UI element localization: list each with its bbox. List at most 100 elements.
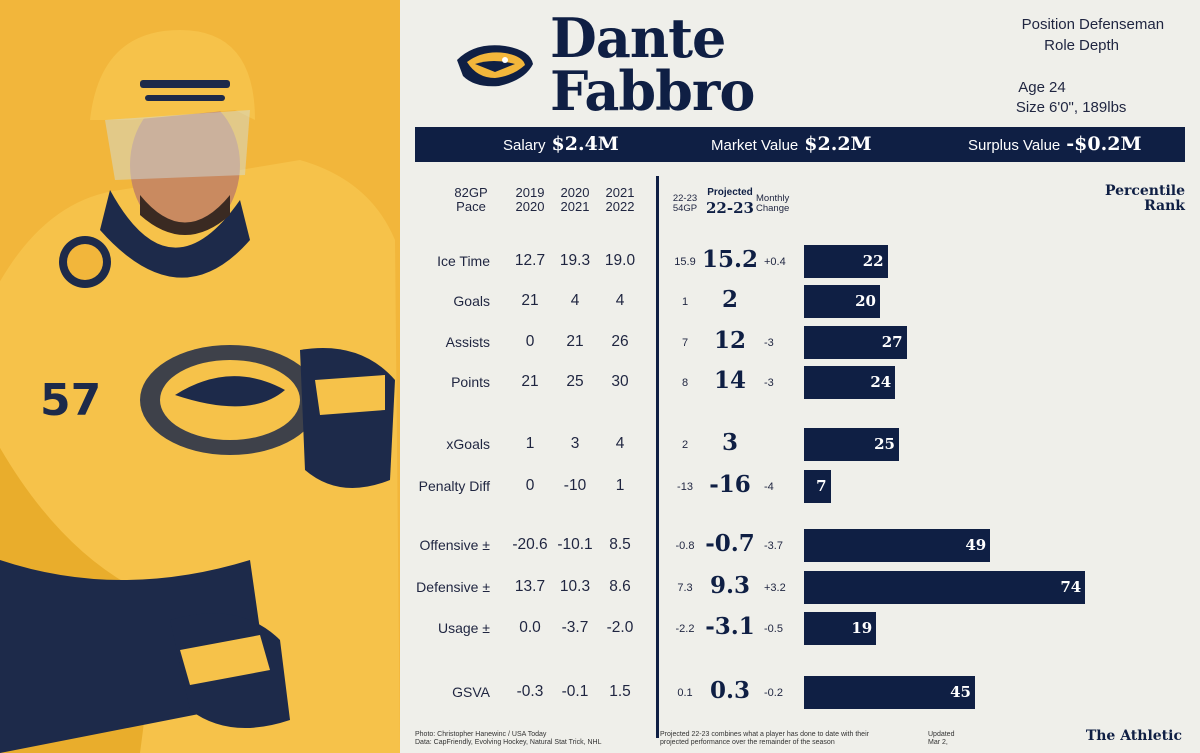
salary: Salary $2.4M — [503, 127, 619, 162]
size-value: 6'0", 189lbs — [1049, 99, 1127, 116]
stat-projected: 0.3 — [709, 677, 750, 704]
percentile-bar: 20 — [804, 285, 880, 318]
stat-2020-2021: 19.3 — [559, 252, 591, 269]
stat-monthly-change: -3 — [764, 377, 774, 389]
header-pace-l2: Pace — [456, 199, 486, 214]
stat-current-54gp: -0.8 — [675, 540, 695, 552]
stat-monthly-change: -4 — [764, 481, 774, 493]
percentile-value: 22 — [862, 252, 884, 270]
age-line: Age 24 — [970, 79, 1065, 96]
header-season-3: 2021 2022 — [598, 186, 642, 214]
stat-2019-2020: 0 — [525, 333, 535, 350]
projection-note-l1: Projected 22-23 combines what a player h… — [660, 731, 869, 738]
age-label: Age — [1018, 79, 1045, 96]
percentile-bar: 25 — [804, 428, 899, 461]
player-first-name: Dante — [550, 6, 726, 70]
header-s2-l1: 2020 — [560, 185, 590, 200]
stat-2020-2021: 21 — [566, 333, 584, 350]
stat-2021-2022: 1 — [615, 477, 625, 494]
percentile-bar: 27 — [804, 326, 907, 359]
header-s1-l1: 2019 — [515, 185, 545, 200]
header-projected: Projected 22-23 — [700, 186, 760, 216]
stat-2021-2022: 26 — [611, 333, 629, 350]
percentile-value: 20 — [855, 292, 876, 310]
row-label: Ice Time — [437, 253, 490, 269]
stat-2020-2021: -0.1 — [561, 683, 589, 700]
updated: Updated Mar 2, — [928, 731, 954, 747]
stat-current-54gp: 7 — [681, 337, 689, 349]
role-label: Role — [1044, 37, 1075, 54]
header-pct-l2: Rank — [1144, 198, 1185, 214]
row-label: GSVA — [452, 684, 490, 700]
header-s3-l1: 2021 — [605, 185, 635, 200]
stat-2021-2022: 4 — [615, 292, 625, 309]
stat-2020-2021: 3 — [570, 435, 580, 452]
market-value-amount: $2.2M — [804, 133, 872, 155]
row-label: Defensive ± — [416, 579, 490, 595]
row-label: xGoals — [446, 436, 490, 452]
stat-projected: 2 — [721, 286, 738, 313]
stat-current-54gp: 15.9 — [674, 256, 696, 268]
percentile-value: 27 — [881, 333, 903, 351]
stat-2019-2020: 12.7 — [514, 252, 546, 269]
percentile-value: 45 — [950, 683, 971, 701]
stat-current-54gp: 0.1 — [677, 687, 693, 699]
stat-2019-2020: -0.3 — [516, 683, 544, 700]
size-label: Size — [1015, 99, 1045, 116]
percentile-bar: 45 — [804, 676, 975, 709]
surplus-value: Surplus Value -$0.2M — [968, 127, 1141, 162]
stat-2021-2022: 8.6 — [609, 578, 631, 595]
stat-2019-2020: -20.6 — [512, 536, 548, 553]
header-season-1: 2019 2020 — [508, 186, 552, 214]
percentile-value: 49 — [965, 536, 987, 554]
header-s1-l2: 2020 — [515, 199, 545, 214]
header-cur-l1: 22-23 — [672, 193, 698, 204]
stat-projected: -0.7 — [705, 530, 755, 557]
stat-monthly-change: -3.7 — [764, 540, 783, 552]
stat-2019-2020: 0.0 — [519, 619, 541, 636]
salary-label: Salary — [503, 137, 546, 154]
stat-2019-2020: 1 — [525, 435, 535, 452]
stat-2019-2020: 21 — [521, 373, 539, 390]
stat-2020-2021: -10.1 — [557, 536, 593, 553]
stat-2021-2022: 19.0 — [604, 252, 636, 269]
stat-2020-2021: -10 — [563, 477, 587, 494]
row-label: Goals — [453, 293, 490, 309]
header-proj-l2: 22-23 — [706, 199, 754, 217]
stat-2019-2020: 0 — [525, 477, 535, 494]
row-label: Assists — [445, 334, 490, 350]
market-value: Market Value $2.2M — [711, 127, 872, 162]
percentile-value: 19 — [851, 619, 873, 637]
stat-current-54gp: -13 — [677, 481, 693, 493]
projection-note: Projected 22-23 combines what a player h… — [660, 731, 869, 747]
size-line: Size 6'0", 189lbs — [970, 99, 1127, 116]
percentile-bar: 19 — [804, 612, 877, 645]
stat-2021-2022: 30 — [611, 373, 629, 390]
stat-2020-2021: 25 — [566, 373, 584, 390]
percentile-bar: 49 — [804, 529, 991, 562]
percentile-bar: 74 — [804, 571, 1086, 604]
stat-projected: -16 — [709, 471, 751, 498]
stat-projected: -3.1 — [705, 613, 755, 640]
stat-2020-2021: 10.3 — [559, 578, 591, 595]
percentile-bar: 24 — [804, 366, 896, 399]
row-label: Penalty Diff — [418, 478, 490, 494]
market-label: Market Value — [711, 137, 799, 154]
stat-current-54gp: 7.3 — [677, 582, 693, 594]
percentile-bar: 22 — [804, 245, 888, 278]
header-current: 22-23 54GP — [668, 194, 702, 214]
header-chg-l1: Monthly — [756, 193, 790, 204]
percentile-value: 24 — [870, 373, 892, 391]
stat-monthly-change: -0.5 — [764, 623, 783, 635]
stat-2020-2021: 4 — [570, 292, 580, 309]
role-line: Role Depth — [1000, 37, 1119, 54]
updated-label: Updated — [928, 731, 955, 738]
percentile-value: 7 — [816, 477, 827, 495]
stat-2021-2022: -2.0 — [606, 619, 634, 636]
stat-projected: 14 — [713, 367, 746, 394]
header-chg-l2: Change — [756, 203, 790, 214]
stat-projected: 15.2 — [701, 246, 759, 273]
stat-2020-2021: -3.7 — [561, 619, 589, 636]
header-proj-l1: Projected — [707, 187, 753, 198]
header-season-2: 2020 2021 — [553, 186, 597, 214]
